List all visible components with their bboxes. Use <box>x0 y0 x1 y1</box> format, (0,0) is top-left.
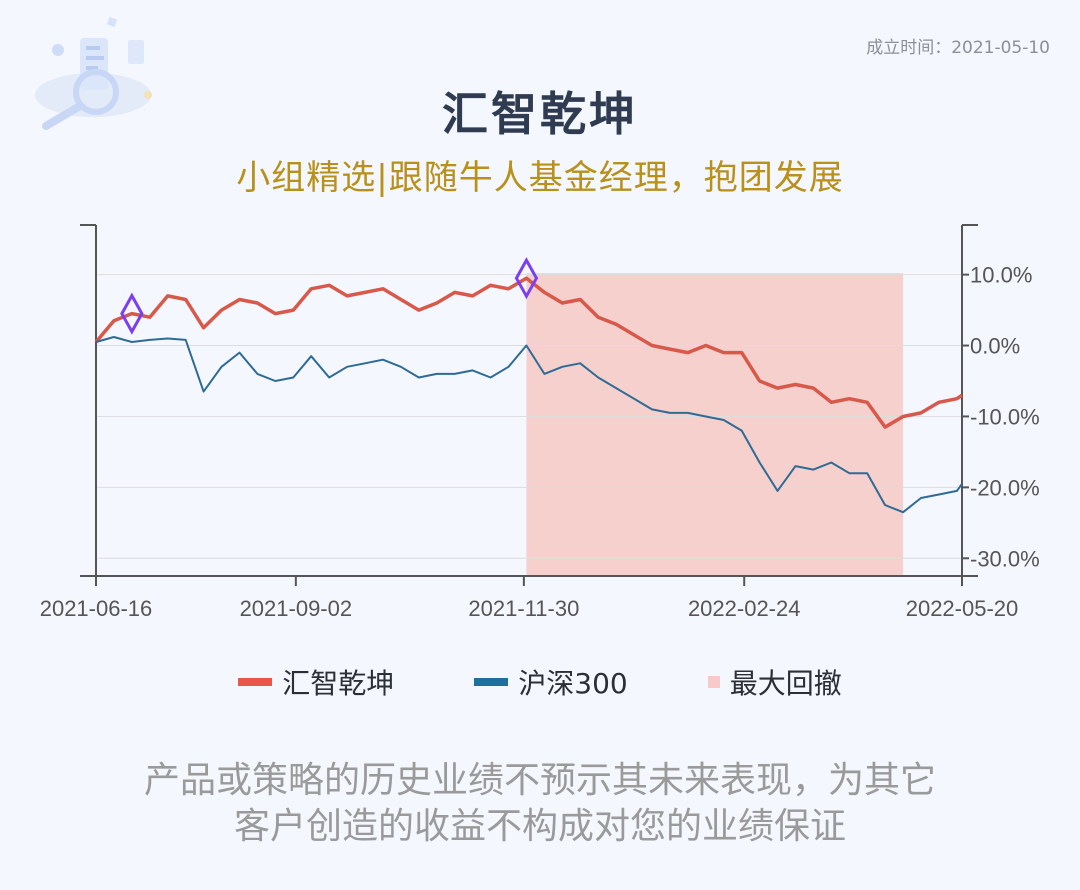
y-tick-label: -30.0% <box>970 546 1040 571</box>
legend-item-fund: 汇智乾坤 <box>238 662 394 702</box>
y-tick-label: 10.0% <box>970 263 1032 288</box>
x-tick-label: 2022-02-24 <box>688 596 801 621</box>
risk-disclaimer: 产品或策略的历史业绩不预示其未来表现，为其它 客户创造的收益不构成对您的业绩保证 <box>90 758 990 850</box>
y-tick-label: 0.0% <box>970 334 1020 359</box>
chart-legend: 汇智乾坤 沪深300 最大回撤 <box>0 662 1080 702</box>
fund-title: 汇智乾坤 <box>442 87 638 141</box>
disclaimer-line-2: 客户创造的收益不构成对您的业绩保证 <box>233 806 846 847</box>
legend-item-index: 沪深300 <box>474 662 628 702</box>
legend-label-fund: 汇智乾坤 <box>282 667 395 700</box>
fund-series-line <box>94 276 963 429</box>
legend-label-drawdown: 最大回撤 <box>729 667 842 700</box>
inception-date: 成立时间：2021-05-10 <box>866 38 1050 58</box>
performance-chart: 10.0% 0.0% -10.0% -20.0% -30.0% 2021-06-16 202… <box>40 224 1040 621</box>
y-tick-label: -10.0% <box>970 404 1040 429</box>
legend-label-index: 沪深300 <box>518 667 628 700</box>
diamond-marker-icon <box>514 257 539 300</box>
x-tick-label: 2022-05-20 <box>906 596 1019 621</box>
x-tick-label: 2021-06-16 <box>40 596 153 621</box>
legend-swatch-index <box>474 678 509 686</box>
legend-swatch-fund <box>238 678 273 686</box>
index-series-line <box>95 336 963 514</box>
max-drawdown-area <box>526 273 904 576</box>
legend-swatch-drawdown <box>707 676 720 688</box>
disclaimer-line-1: 产品或策略的历史业绩不预示其未来表现，为其它 <box>143 760 936 801</box>
y-tick-label: -20.0% <box>970 475 1040 500</box>
legend-item-drawdown: 最大回撤 <box>707 662 842 702</box>
fund-subtitle: 小组精选|跟随牛人基金经理，抱团发展 <box>236 158 844 198</box>
diamond-marker-icon <box>120 292 144 335</box>
x-tick-label: 2021-11-30 <box>468 596 579 621</box>
x-tick-label: 2021-09-02 <box>240 596 353 621</box>
magnifier-illustration-icon <box>35 16 152 130</box>
